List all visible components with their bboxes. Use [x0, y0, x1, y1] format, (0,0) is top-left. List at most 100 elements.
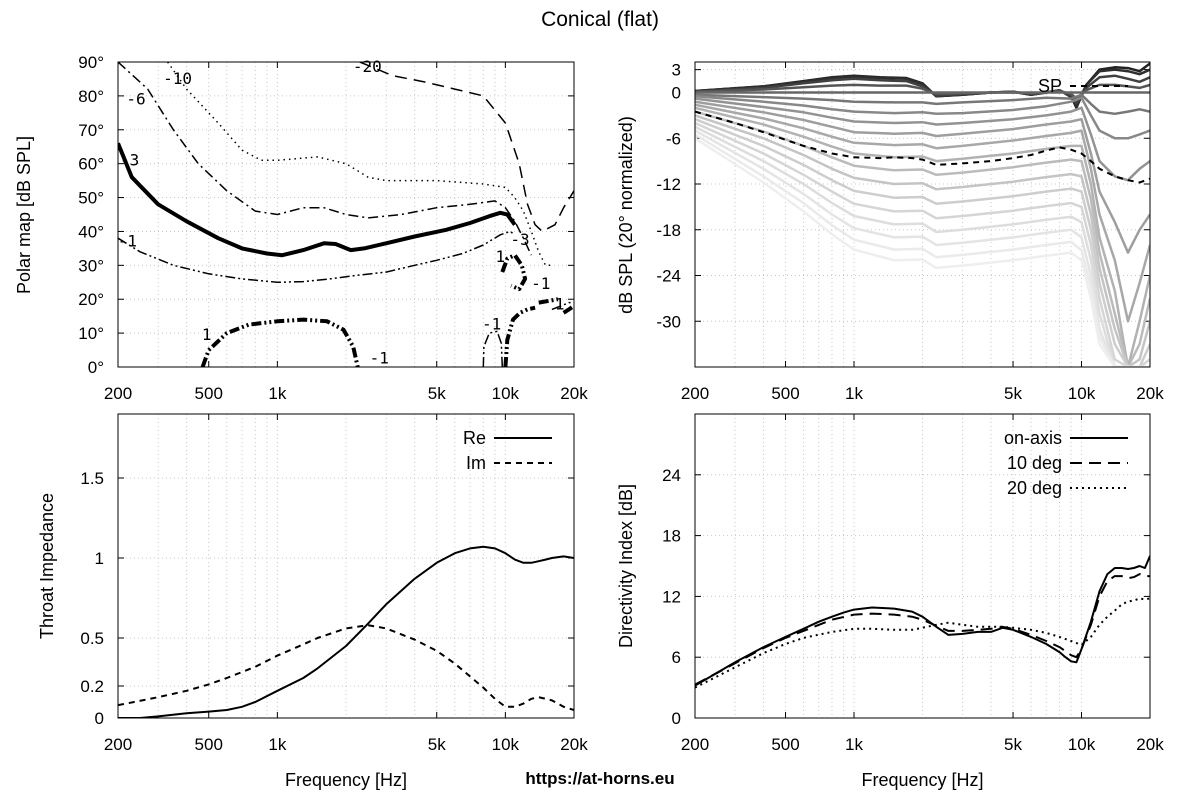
- contour-label: 1: [202, 325, 212, 344]
- x-tick-label: 10k: [492, 384, 520, 403]
- plot-border: [694, 61, 1151, 368]
- contour-line: [118, 62, 532, 256]
- x-tick-label: 1k: [268, 384, 286, 403]
- x-tick-label: 200: [104, 735, 132, 754]
- y-tick-label: 0: [672, 84, 681, 103]
- legend: SP: [1038, 76, 1128, 96]
- angle-curve: [695, 133, 1150, 367]
- angle-curve: [695, 106, 1150, 367]
- plot-area: [695, 555, 1150, 689]
- y-tick-label: 10°: [78, 324, 104, 343]
- contour-label: -1: [370, 349, 389, 368]
- y-axis-label: dB SPL (20° normalized): [616, 116, 636, 314]
- legend: on-axis 10 deg 20 deg: [1004, 428, 1128, 498]
- contour-line: [118, 142, 517, 258]
- x-tick-label: 5k: [428, 384, 446, 403]
- series-line-sp: [695, 110, 1150, 184]
- contour-label: 1: [495, 247, 505, 266]
- y-axis-label: Throat Impedance: [37, 493, 57, 639]
- y-tick-label: 50°: [78, 189, 104, 208]
- angle-curve: [695, 121, 1150, 367]
- plot-area: [695, 62, 1150, 367]
- y-tick-label: -24: [656, 267, 681, 286]
- y-tick-label: 0.2: [80, 677, 104, 696]
- y-tick-label: 24: [662, 466, 681, 485]
- plot-area: [118, 545, 574, 718]
- normalized-response-panel: 200 500 1k 5k 10k 20k 3 0 -6 -12 -18 -24 -30 dB SPL (…: [616, 61, 1164, 403]
- plot-border: [117, 61, 575, 368]
- contour-label: -3: [510, 230, 529, 249]
- contour-line: [200, 317, 360, 367]
- y-tick-label: 12: [662, 587, 681, 606]
- angle-curve: [695, 100, 1150, 254]
- x-tick-label: 20k: [1136, 735, 1164, 754]
- plot-area: [118, 62, 574, 367]
- y-tick-label: -12: [656, 175, 681, 194]
- y-tick-label: 70°: [78, 121, 104, 140]
- contour-label: -6: [126, 89, 145, 108]
- x-tick-label: 20k: [560, 735, 588, 754]
- legend-label: Im: [466, 453, 486, 473]
- y-tick-label: 0: [95, 709, 104, 728]
- x-tick-label: 500: [195, 384, 223, 403]
- angle-curve: [695, 93, 1150, 116]
- x-tick-label: 200: [104, 384, 132, 403]
- angle-curve: [695, 97, 1150, 182]
- angle-curve: [695, 137, 1150, 367]
- angle-curve: [695, 114, 1150, 367]
- x-axis-label: Frequency [Hz]: [285, 770, 407, 790]
- contour-line: [166, 62, 552, 267]
- contour-line: [538, 297, 559, 305]
- angle-curve: [695, 125, 1150, 367]
- x-tick-label: 500: [771, 384, 799, 403]
- legend: Re Im: [463, 428, 552, 473]
- series-line-im: [118, 624, 574, 711]
- y-tick-label: 30°: [78, 256, 104, 275]
- y-tick-label: 90°: [78, 53, 104, 72]
- x-tick-label: 200: [681, 384, 709, 403]
- y-tick-label: 20°: [78, 290, 104, 309]
- contour-label: -10: [163, 69, 192, 88]
- y-tick-label: 18: [662, 527, 681, 546]
- contour-label: -1: [531, 274, 550, 293]
- x-axis-label: Frequency [Hz]: [861, 770, 983, 790]
- y-tick-label: 3: [672, 61, 681, 80]
- plot-border: [694, 413, 1151, 719]
- directivity-index-panel: 200 500 1k 5k 10k 20k 0 6 12 18 24 Directivity Inde…: [616, 413, 1164, 790]
- contour-line: [359, 62, 574, 233]
- throat-impedance-panel: 200 500 1k 5k 10k 20k 0 0.2 0.5 1 1.5 Throat Impeda…: [37, 413, 588, 790]
- angle-curve: [695, 110, 1150, 367]
- x-tick-label: 200: [681, 735, 709, 754]
- y-axis-label: Polar map [dB SPL]: [14, 136, 34, 294]
- figure-title: Conical (flat): [541, 8, 659, 31]
- x-tick-label: 1k: [268, 735, 286, 754]
- contour-line: [503, 305, 536, 367]
- legend-label: 10 deg: [1007, 453, 1062, 473]
- legend-label: Re: [463, 428, 486, 448]
- x-tick-label: 20k: [1136, 384, 1164, 403]
- contour-label: -1: [482, 315, 501, 334]
- x-tick-label: 5k: [428, 735, 446, 754]
- x-tick-label: 10k: [492, 735, 520, 754]
- contour-label: -20: [353, 57, 382, 76]
- x-tick-label: 20k: [560, 384, 588, 403]
- contour-line: [482, 330, 504, 367]
- y-tick-label: -18: [656, 221, 681, 240]
- contour-line: [500, 253, 528, 292]
- legend-label: SP: [1038, 76, 1062, 96]
- source-url: https://at-horns.eu: [525, 769, 675, 788]
- y-tick-label: 60°: [78, 155, 104, 174]
- y-tick-label: 1.5: [80, 469, 104, 488]
- y-tick-label: 0: [672, 709, 681, 728]
- polar-map-panel: 200 500 1k 5k 10k 20k 0° 10° 20° 30° 40° 50° 60° 70° 8…: [14, 53, 588, 403]
- contour-label: -3: [120, 150, 139, 169]
- y-tick-label: 1: [95, 549, 104, 568]
- series-line-re: [118, 545, 574, 718]
- plot-border: [117, 413, 575, 719]
- legend-label: on-axis: [1004, 428, 1062, 448]
- contour-line: [562, 304, 574, 315]
- y-tick-label: -6: [666, 129, 681, 148]
- contour-label: 1: [555, 294, 565, 313]
- grid: [695, 414, 1150, 718]
